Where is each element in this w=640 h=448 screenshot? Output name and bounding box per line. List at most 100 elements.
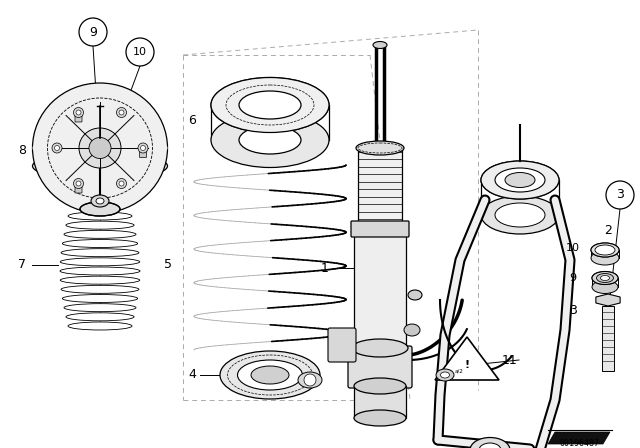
Circle shape [74, 178, 83, 189]
Polygon shape [548, 432, 610, 444]
Ellipse shape [66, 313, 134, 321]
Text: a/2: a/2 [454, 369, 463, 374]
Text: 4: 4 [188, 369, 196, 382]
FancyBboxPatch shape [351, 221, 409, 237]
Ellipse shape [62, 240, 138, 247]
Text: !: ! [465, 360, 470, 370]
Ellipse shape [61, 285, 139, 293]
Ellipse shape [66, 221, 134, 229]
Ellipse shape [89, 138, 111, 159]
Circle shape [141, 146, 145, 151]
Ellipse shape [479, 443, 501, 448]
Ellipse shape [505, 172, 535, 188]
Ellipse shape [68, 322, 132, 330]
Ellipse shape [239, 91, 301, 119]
Ellipse shape [211, 78, 329, 133]
Ellipse shape [251, 366, 289, 384]
Ellipse shape [481, 196, 559, 234]
Text: 5: 5 [164, 258, 172, 271]
FancyBboxPatch shape [140, 151, 147, 158]
Ellipse shape [61, 249, 139, 257]
Ellipse shape [68, 212, 132, 220]
Text: 1: 1 [321, 262, 329, 275]
Circle shape [119, 181, 124, 186]
Ellipse shape [600, 276, 609, 280]
FancyBboxPatch shape [75, 186, 82, 193]
Circle shape [304, 374, 316, 386]
Text: 10: 10 [566, 243, 580, 253]
Circle shape [126, 38, 154, 66]
Ellipse shape [60, 276, 140, 284]
Circle shape [74, 108, 83, 117]
Ellipse shape [79, 128, 121, 168]
Circle shape [116, 178, 127, 189]
Polygon shape [596, 294, 620, 306]
Ellipse shape [592, 271, 618, 284]
Circle shape [76, 110, 81, 115]
Ellipse shape [481, 161, 559, 199]
Ellipse shape [505, 172, 535, 188]
Ellipse shape [33, 83, 168, 213]
Text: 00196487: 00196487 [560, 439, 600, 448]
Ellipse shape [62, 294, 138, 302]
Ellipse shape [404, 324, 420, 336]
Ellipse shape [239, 91, 301, 119]
Circle shape [76, 181, 81, 186]
Ellipse shape [33, 134, 168, 162]
Text: 7: 7 [18, 258, 26, 271]
Ellipse shape [91, 195, 109, 207]
FancyBboxPatch shape [602, 306, 614, 371]
Text: 3: 3 [569, 303, 577, 316]
Ellipse shape [352, 339, 408, 357]
Ellipse shape [470, 438, 510, 448]
Ellipse shape [495, 168, 545, 192]
Polygon shape [435, 337, 499, 380]
Text: 9: 9 [89, 26, 97, 39]
FancyBboxPatch shape [75, 115, 82, 122]
Text: 8: 8 [18, 143, 26, 156]
Ellipse shape [591, 243, 619, 257]
Ellipse shape [60, 258, 140, 266]
Ellipse shape [592, 271, 618, 284]
Ellipse shape [495, 168, 545, 192]
FancyBboxPatch shape [354, 386, 406, 418]
Text: 3: 3 [616, 189, 624, 202]
Ellipse shape [354, 410, 406, 426]
Circle shape [52, 143, 62, 153]
Text: 9: 9 [570, 273, 577, 283]
Ellipse shape [591, 243, 619, 257]
Ellipse shape [596, 273, 614, 283]
Ellipse shape [239, 126, 301, 154]
Ellipse shape [356, 141, 404, 155]
Ellipse shape [96, 198, 104, 204]
Ellipse shape [373, 42, 387, 48]
Circle shape [119, 110, 124, 115]
Ellipse shape [211, 78, 329, 133]
Ellipse shape [354, 378, 406, 394]
Ellipse shape [495, 203, 545, 227]
FancyBboxPatch shape [354, 228, 406, 348]
Text: 6: 6 [188, 113, 196, 126]
Ellipse shape [220, 351, 320, 399]
Ellipse shape [33, 152, 168, 180]
Ellipse shape [481, 161, 559, 199]
FancyBboxPatch shape [358, 148, 402, 228]
Circle shape [606, 181, 634, 209]
Ellipse shape [298, 372, 322, 388]
Ellipse shape [592, 280, 618, 293]
Ellipse shape [80, 202, 120, 216]
Circle shape [138, 143, 148, 153]
Ellipse shape [211, 112, 329, 168]
Text: 10: 10 [133, 47, 147, 57]
Ellipse shape [237, 360, 303, 390]
Ellipse shape [408, 290, 422, 300]
FancyBboxPatch shape [348, 346, 412, 388]
Ellipse shape [440, 372, 449, 378]
Ellipse shape [64, 304, 136, 312]
Circle shape [79, 18, 107, 46]
Ellipse shape [591, 251, 619, 265]
Circle shape [116, 108, 127, 117]
Ellipse shape [436, 369, 454, 381]
Circle shape [54, 146, 60, 151]
Ellipse shape [64, 230, 136, 238]
